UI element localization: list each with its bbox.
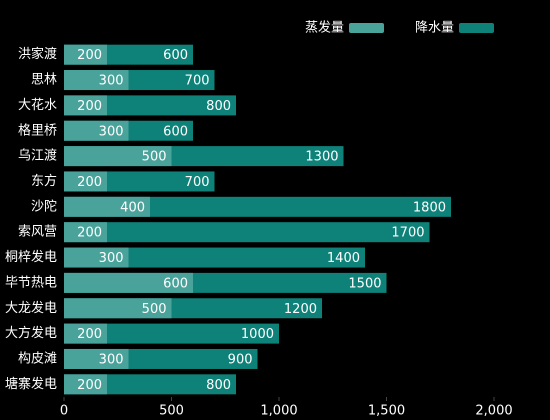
- data-label: 300: [99, 74, 124, 89]
- bar: [64, 348, 129, 369]
- bar: [64, 374, 107, 395]
- bar: [64, 171, 107, 192]
- bar: [64, 247, 129, 268]
- data-label: 700: [185, 175, 210, 190]
- y-tick-label: 大花水: [18, 97, 57, 113]
- y-tick-label: 桐梓发电: [5, 249, 57, 265]
- bar: [64, 323, 279, 344]
- bar: [64, 222, 107, 243]
- data-label: 800: [206, 99, 231, 114]
- y-tick-label: 塘寨发电: [5, 376, 57, 392]
- bar: [64, 95, 107, 116]
- data-label: 300: [99, 124, 124, 139]
- bar: [64, 323, 107, 344]
- y-tick-label: 大方发电: [5, 325, 57, 341]
- data-label: 1300: [305, 150, 338, 165]
- y-tick-label: 沙陀: [31, 198, 57, 214]
- data-label: 200: [77, 99, 102, 114]
- y-tick-label: 构皮滩: [18, 351, 57, 366]
- y-tick-label: 索风营: [18, 225, 57, 240]
- data-label: 500: [142, 150, 167, 165]
- data-label: 1200: [284, 302, 317, 317]
- y-tick-label: 思林: [31, 73, 57, 88]
- x-tick-label: 500: [159, 404, 184, 419]
- bar: [64, 196, 451, 217]
- data-label: 300: [99, 251, 124, 266]
- bar: [64, 247, 365, 268]
- data-label: 900: [228, 352, 253, 367]
- y-tick-label: 乌江渡: [18, 148, 57, 164]
- x-tick-label: 1,500: [368, 404, 405, 419]
- bar: [64, 146, 172, 167]
- y-tick-label: 东方: [31, 173, 57, 189]
- legend-label: 蒸发量: [305, 20, 344, 36]
- legend-label: 降水量: [415, 21, 454, 36]
- data-label: 500: [142, 302, 167, 317]
- data-label: 600: [163, 124, 188, 139]
- bar: [64, 70, 129, 91]
- data-label: 300: [99, 352, 124, 367]
- data-label: 200: [77, 327, 102, 342]
- bar: [64, 222, 430, 243]
- data-label: 200: [77, 48, 102, 63]
- bar: [64, 196, 150, 217]
- data-label: 700: [185, 74, 210, 89]
- data-label: 1000: [241, 327, 274, 342]
- data-label: 1500: [348, 276, 381, 291]
- data-label: 1700: [391, 226, 424, 241]
- x-tick-label: 1,000: [260, 404, 297, 419]
- bar: [64, 298, 172, 319]
- x-tick-label: 2,000: [475, 404, 512, 419]
- data-label: 600: [163, 276, 188, 291]
- y-tick-label: 大龙发电: [5, 300, 57, 316]
- bar: [64, 44, 107, 65]
- data-label: 1400: [327, 251, 360, 266]
- data-label: 400: [120, 200, 145, 215]
- data-label: 1800: [413, 200, 446, 215]
- data-label: 800: [206, 378, 231, 393]
- y-tick-label: 毕节热电: [5, 275, 57, 290]
- data-label: 200: [77, 226, 102, 241]
- y-tick-label: 格里桥: [18, 122, 57, 138]
- bar: [64, 272, 193, 293]
- y-tick-label: 洪家渡: [18, 46, 57, 62]
- data-label: 200: [77, 378, 102, 393]
- legend-swatch: [459, 23, 494, 33]
- data-label: 200: [77, 175, 102, 190]
- data-label: 600: [163, 48, 188, 63]
- x-tick-label: 0: [60, 404, 68, 419]
- legend-swatch: [349, 23, 384, 33]
- bar: [64, 120, 129, 141]
